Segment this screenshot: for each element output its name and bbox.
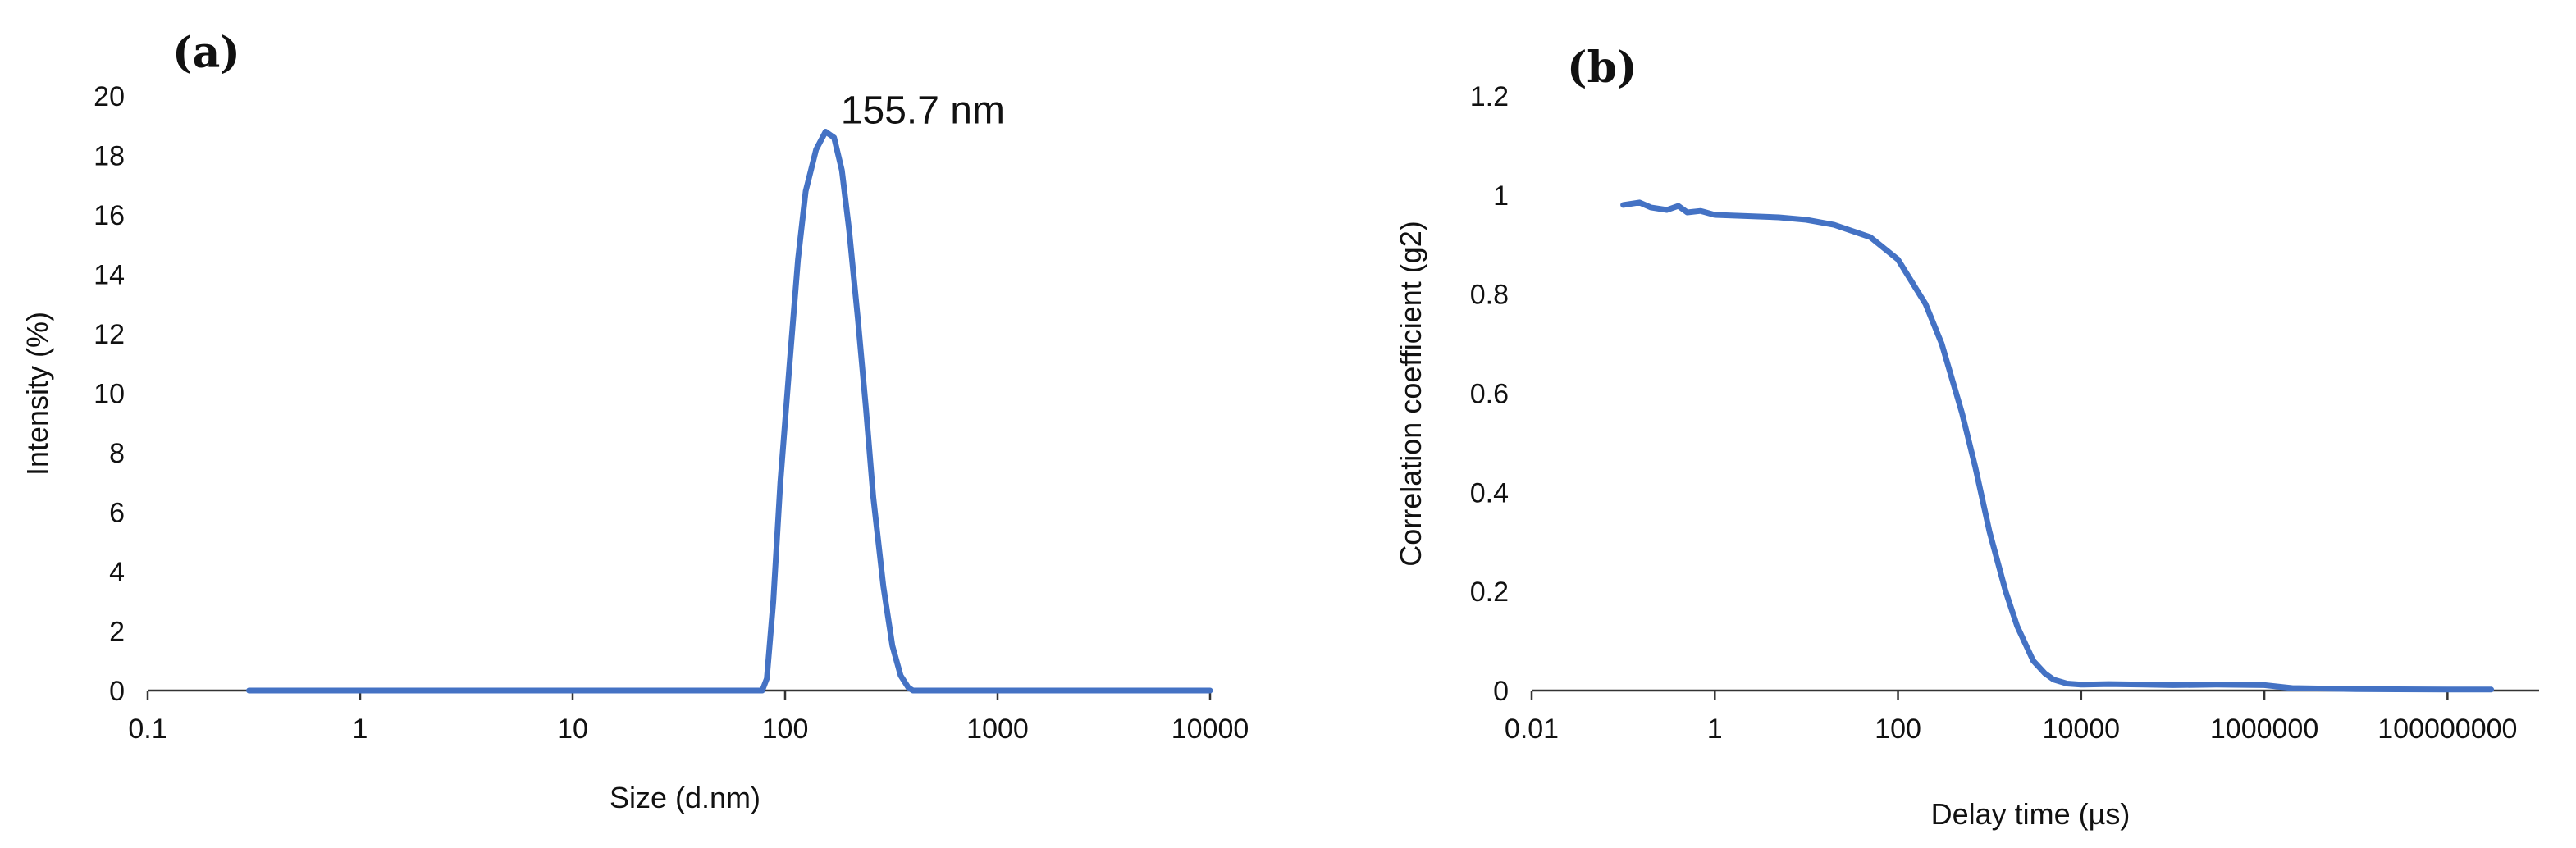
- x-tick-label: 1000000: [2210, 714, 2318, 745]
- y-tick-label: 6: [109, 498, 125, 529]
- y-tick-label: 0.2: [1470, 577, 1509, 608]
- y-tick-label: 18: [94, 141, 125, 172]
- panel-a-y-axis-title: Intensity (%): [21, 312, 54, 476]
- y-tick-label: 1: [1493, 180, 1509, 212]
- y-tick-label: 12: [94, 319, 125, 350]
- x-tick-label: 10: [557, 714, 588, 745]
- panel-a-y-ticks: 0 2 4 6 8 10 12 14 16 18 20: [94, 81, 125, 707]
- y-tick-label: 0.6: [1470, 379, 1509, 410]
- panel-a-label: (a): [172, 28, 240, 78]
- x-tick-label: 1: [1707, 714, 1723, 745]
- y-tick-label: 0: [109, 676, 125, 707]
- peak-annotation: 155.7 nm: [841, 89, 1005, 133]
- y-tick-label: 20: [94, 81, 125, 112]
- y-tick-label: 4: [109, 557, 125, 588]
- panel-b-x-ticks: 0.01 1 100 10000 1000000 100000000: [1505, 691, 2517, 745]
- panel-b-label: (b): [1567, 43, 1637, 93]
- panel-a-x-ticks: 0.1 1 10 100 1000 10000: [128, 691, 1249, 745]
- x-tick-label: 1: [353, 714, 368, 745]
- x-tick-label: 10000: [1172, 714, 1249, 745]
- panel-a-series-line: [246, 129, 1213, 694]
- y-tick-label: 14: [94, 260, 125, 291]
- panel-b-y-ticks: 0 0.2 0.4 0.6 0.8 1 1.2: [1470, 81, 1509, 707]
- x-tick-label: 100: [762, 714, 809, 745]
- panel-b-series-line: [1620, 199, 2495, 693]
- y-tick-label: 1.2: [1470, 81, 1509, 112]
- y-tick-label: 2: [109, 617, 125, 648]
- x-tick-label: 0.1: [128, 714, 167, 745]
- y-tick-label: 10: [94, 379, 125, 410]
- y-tick-label: 0.4: [1470, 477, 1509, 508]
- panel-b-x-axis-title: Delay time (µs): [1931, 797, 2131, 831]
- panel-a-x-axis-title: Size (d.nm): [610, 781, 760, 814]
- panel-b-y-axis-title: Correlation coefficient (g2): [1394, 221, 1427, 567]
- x-tick-label: 10000: [2043, 714, 2121, 745]
- y-tick-label: 8: [109, 438, 125, 469]
- x-tick-label: 100000000: [2377, 714, 2517, 745]
- y-tick-label: 0: [1493, 676, 1509, 707]
- x-tick-label: 1000: [966, 714, 1029, 745]
- panel-a: (a) 0 2 4 6 8 10 12 14 16 18 20 0.1 1 10 100 1000 10000…: [21, 28, 1249, 814]
- x-tick-label: 0.01: [1505, 714, 1559, 745]
- x-tick-label: 100: [1875, 714, 1921, 745]
- panel-b: (b) 0 0.2 0.4 0.6 0.8 1 1.2 0.01 1 100 10000 10000…: [1394, 43, 2539, 831]
- y-tick-label: 16: [94, 200, 125, 231]
- y-tick-label: 0.8: [1470, 280, 1509, 311]
